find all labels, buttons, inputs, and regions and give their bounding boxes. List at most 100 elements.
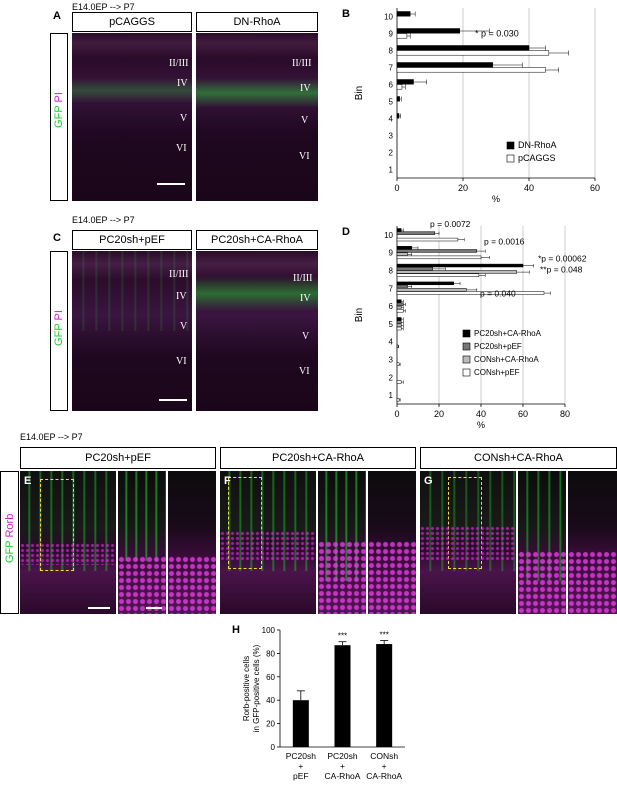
scale-bar [157,183,185,185]
panel-h-letter: H [232,624,240,636]
significance-label: *** [338,632,347,641]
bar [396,252,408,256]
layer-label: II/III [169,269,189,280]
y-tick-label: 1 [389,166,394,175]
panel-b-chart: 1 2 3 4 5 6 7 8 9 10 0 20 40 60% Bin DN-RhoA pCAGGS * p =… [354,8,600,204]
y-tick-label: 40 [266,696,275,705]
y-tick-label: 100 [262,626,276,635]
panel-e-cond: PC20sh+pEF [20,447,216,469]
bar [292,700,309,747]
panel-c-stain-gfp: GFP [53,323,65,346]
bar [396,267,433,271]
layer-label: IV [176,291,187,302]
bar [396,302,404,307]
legend-swatch [462,368,471,377]
layer-label: VI [176,356,187,367]
inset-box [448,477,482,569]
panel-c-stain-box: GFP PI [50,251,68,411]
bar [396,255,482,260]
panel-f-cond: PC20sh+CA-RhoA [220,447,416,469]
bar [396,228,402,232]
legend-label: DN-RhoA [518,140,557,150]
bar [396,237,459,242]
layer-label: IV [177,78,188,89]
inset-box [40,479,74,571]
y-tick-label: 2 [389,149,394,158]
annotation: * p = 0.030 [475,29,519,39]
y-tick-label: 5 [389,98,394,107]
x-tick-label: 80 [560,409,570,419]
legend-label: CONsh+pEF [474,368,520,377]
bar [396,249,478,253]
bar [396,317,402,321]
x-tick-label: PC20sh [286,751,317,761]
panel-c-letter: C [53,232,61,244]
panel-c-cond-right: PC20sh+CA-RhoA [196,230,318,250]
bar [376,644,393,747]
y-tick-label: 8 [389,267,394,276]
y-axis-label: Rorb-positive cells [242,656,251,721]
bar [396,84,403,90]
x-tick-label: PC20sh [327,751,358,761]
annotation: p = 0.0072 [430,219,471,229]
x-axis-label: % [492,194,500,204]
legend-label: CONsh+CA-RhoA [474,355,539,364]
layer-label: VI [299,151,310,162]
bar [396,323,402,328]
layer-label: V [302,331,310,342]
layer-label: II/III [169,58,189,69]
legend-swatch [462,355,471,364]
scale-bar [146,607,162,609]
annotation: p = 0.0016 [484,237,525,247]
panel-a-image-left: II/III IV V VI [72,33,192,201]
bar [396,291,545,295]
panel-c-stain-pi: PI [53,310,65,321]
legend-swatch [462,342,471,351]
legend-label: pCAGGS [518,153,556,163]
panel-a-cond-right: DN-RhoA [196,12,318,32]
layer-label: IV [300,293,311,304]
bar [396,67,546,73]
panel-c-image-right: II/III IV V VI [196,251,318,411]
y-tick-label: 6 [389,81,394,90]
panel-d-letter: D [342,226,350,238]
y-axis-label: in GFP-positive cells (%) [252,644,261,732]
panel-g-image-gfp-zoom [518,471,566,614]
x-tick-label: CA-RhoA [325,771,361,781]
x-tick-label: CONsh [370,751,398,761]
scale-bar [159,399,187,401]
x-tick-label: 20 [458,183,468,193]
panel-g-letter: G [424,475,433,487]
scale-bar [88,607,110,609]
bar [396,33,408,39]
y-tick-label: 7 [389,284,394,293]
bar [396,326,402,331]
layer-label: II/III [292,58,312,69]
legend-swatch [506,154,515,163]
inset-box [228,477,262,569]
y-tick-label: 10 [384,231,393,240]
y-tick-label: 9 [389,249,394,258]
panel-g-image-overview: G [420,471,516,614]
panel-a-time-label: E14.0EP --> P7 [72,2,135,12]
y-tick-label: 1 [389,391,394,400]
layer-label: V [180,113,188,124]
x-tick-label: + [298,761,303,771]
layer-label: II/III [293,273,313,284]
bar [396,309,404,313]
legend-label: PC20sh+pEF [474,342,522,351]
panel-f-image-gfp-zoom [318,471,366,614]
panel-efg-time-label: E14.0EP --> P7 [20,432,83,442]
bar [396,284,408,289]
panel-a-stain-pi: PI [53,92,65,103]
x-tick-label: 0 [394,409,399,419]
bar [396,281,454,286]
bar [396,28,460,34]
panel-a-stain-box: GFP PI [50,33,68,201]
y-tick-label: 10 [384,13,393,22]
panel-a-image-right: II/III IV V VI [196,33,318,201]
y-axis-label: Bin [354,86,365,100]
bar [396,305,402,310]
panel-g-image-rorb-zoom [568,471,617,614]
panel-efg-stain-gfp: GFP [4,540,16,563]
